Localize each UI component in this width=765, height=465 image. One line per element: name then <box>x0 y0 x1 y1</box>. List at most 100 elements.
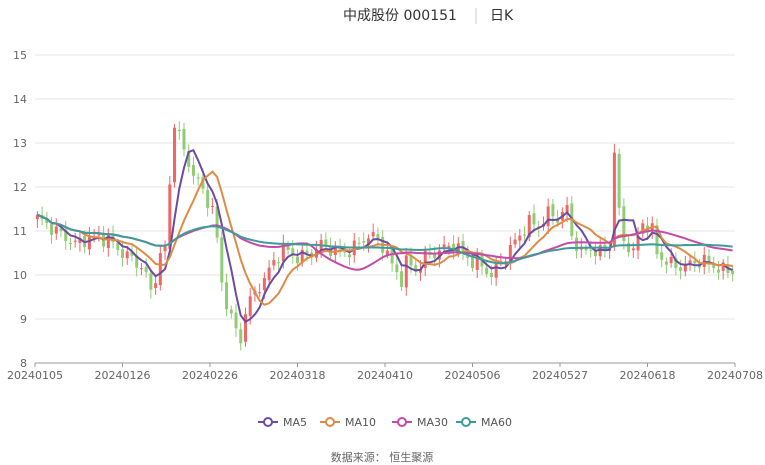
candle-body <box>664 261 668 265</box>
y-tick-label: 9 <box>20 313 27 326</box>
candle-body <box>248 296 252 316</box>
candle-body <box>177 129 181 132</box>
candle-body <box>631 248 635 251</box>
candle-body <box>149 273 153 290</box>
candle-body <box>612 152 616 247</box>
candle-body <box>475 256 479 270</box>
candle-body <box>437 250 441 260</box>
candle-body <box>229 309 233 314</box>
candle-body <box>523 234 527 236</box>
legend-label-ma5: MA5 <box>283 416 307 429</box>
candle-body <box>409 255 413 266</box>
candle-body <box>589 249 593 251</box>
y-tick-label: 10 <box>13 269 27 282</box>
candle-body <box>683 263 687 272</box>
candle-body <box>494 262 498 278</box>
candle-body <box>163 246 167 252</box>
candle-body <box>471 255 474 269</box>
candle-body <box>546 206 550 227</box>
candle-body <box>627 242 631 253</box>
candle-body <box>532 213 536 225</box>
candle-body <box>300 249 304 263</box>
candle-body <box>721 262 725 271</box>
y-tick-label: 8 <box>20 357 27 370</box>
candle-body <box>702 254 706 267</box>
x-tick-label: 20240527 <box>532 369 588 382</box>
candle-body <box>617 153 621 208</box>
candle-body <box>220 237 224 283</box>
candle-body <box>139 268 143 270</box>
candle-body <box>286 245 290 251</box>
legend-marker-ma30 <box>397 417 407 427</box>
y-tick-label: 14 <box>13 93 27 106</box>
x-tick-label: 20240226 <box>182 369 238 382</box>
candle-body <box>716 269 720 273</box>
candle-body <box>130 251 134 256</box>
candle-body <box>447 245 451 247</box>
legend-marker-ma5 <box>263 417 273 427</box>
candle-body <box>258 292 262 294</box>
candle-body <box>693 260 697 264</box>
candle-body <box>239 329 243 344</box>
candle-body <box>196 177 200 179</box>
candle-body <box>173 127 177 183</box>
candle-body <box>707 255 711 265</box>
candle-body <box>508 245 512 262</box>
candle-body <box>655 225 659 255</box>
legend-marker-ma60 <box>461 417 471 427</box>
candle-body <box>348 254 352 258</box>
candle-body <box>551 204 555 217</box>
candle-body <box>144 267 148 273</box>
candle-body <box>182 128 186 150</box>
candle-body <box>35 214 39 220</box>
candle-body <box>277 262 281 264</box>
y-tick-label: 11 <box>13 225 27 238</box>
candle-body <box>210 205 214 207</box>
candle-body <box>78 238 82 243</box>
moving-average-lines <box>36 148 733 323</box>
candle-body <box>215 206 219 238</box>
candle-body <box>291 248 295 256</box>
candle-body <box>50 224 54 235</box>
candle-body <box>489 272 493 277</box>
candle-body <box>622 206 626 242</box>
candle-body <box>513 239 517 245</box>
candle-body <box>366 238 370 245</box>
candle-body <box>305 250 309 254</box>
legend-label-ma10: MA10 <box>345 416 376 429</box>
candle-body <box>362 241 366 243</box>
candle-body <box>296 256 299 264</box>
candle-body <box>168 184 172 249</box>
candle-body <box>272 260 276 266</box>
candle-body <box>504 261 508 263</box>
x-tick-label: 20240318 <box>270 369 326 382</box>
candle-body <box>636 235 640 251</box>
candle-body <box>414 265 418 273</box>
candle-body <box>556 218 560 223</box>
x-tick-label: 20240126 <box>95 369 151 382</box>
candle-body <box>201 177 205 189</box>
candle-body <box>116 242 120 250</box>
candle-body <box>135 255 139 268</box>
candle-body <box>333 245 337 255</box>
data-source: 数据来源： 恒生聚源 <box>331 450 434 464</box>
candle-body <box>641 223 645 234</box>
x-axis: 20240105 20240126 20240226 20240318 20240410… <box>7 362 763 382</box>
chart-title: 中成股份 000151 <box>343 8 457 24</box>
candle-body <box>575 237 579 251</box>
candle-body <box>225 282 229 310</box>
candle-body <box>395 264 399 273</box>
candle-body <box>385 250 389 255</box>
candle-body <box>433 253 437 258</box>
legend-label-ma60: MA60 <box>481 416 512 429</box>
candle-body <box>281 243 285 262</box>
x-tick-label: 20240618 <box>620 369 676 382</box>
candle-body <box>371 232 375 237</box>
candle-body <box>669 256 673 264</box>
y-axis: 8 9 10 11 12 13 14 15 <box>13 49 27 370</box>
legend: MA5 MA10 MA30 MA60 <box>258 416 512 429</box>
candle-body <box>679 267 683 271</box>
legend-marker-ma10 <box>325 417 335 427</box>
candle-body <box>59 228 63 232</box>
